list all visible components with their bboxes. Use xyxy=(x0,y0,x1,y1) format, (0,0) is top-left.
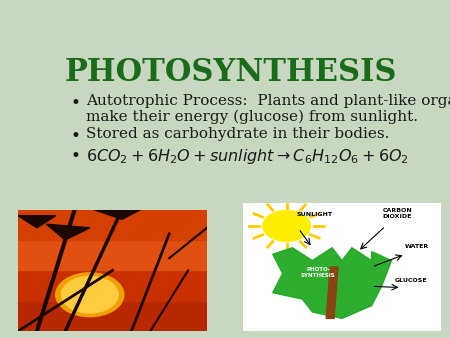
Circle shape xyxy=(263,211,310,241)
Text: •: • xyxy=(70,127,80,145)
Text: PHOTO-
SYNTHESIS: PHOTO- SYNTHESIS xyxy=(301,267,336,278)
Text: Autotrophic Process:  Plants and plant-like organisms: Autotrophic Process: Plants and plant-li… xyxy=(86,94,450,108)
Polygon shape xyxy=(46,224,90,240)
Polygon shape xyxy=(273,248,392,318)
Bar xyxy=(18,301,207,331)
Text: GLUCOSE: GLUCOSE xyxy=(395,279,428,284)
Polygon shape xyxy=(94,210,141,219)
Text: SUNLIGHT: SUNLIGHT xyxy=(296,212,332,217)
Bar xyxy=(18,240,207,270)
Polygon shape xyxy=(326,267,338,318)
Text: $6CO_2 + 6H_2O + sunlight \rightarrow C_6H_{12}O_6 + 6O_2$: $6CO_2 + 6H_2O + sunlight \rightarrow C_… xyxy=(86,147,409,166)
Circle shape xyxy=(56,273,124,317)
Text: WATER: WATER xyxy=(405,244,429,249)
Text: •: • xyxy=(70,147,80,165)
Polygon shape xyxy=(18,216,56,228)
Text: make their energy (glucose) from sunlight.: make their energy (glucose) from sunligh… xyxy=(86,110,418,124)
Bar xyxy=(18,270,207,301)
Text: Stored as carbohydrate in their bodies.: Stored as carbohydrate in their bodies. xyxy=(86,127,389,141)
Text: PHOTOSYNTHESIS: PHOTOSYNTHESIS xyxy=(64,57,397,89)
Text: •: • xyxy=(70,94,80,112)
Text: CARBON
DIOXIDE: CARBON DIOXIDE xyxy=(382,209,412,219)
Bar xyxy=(18,210,207,240)
Circle shape xyxy=(62,276,118,313)
